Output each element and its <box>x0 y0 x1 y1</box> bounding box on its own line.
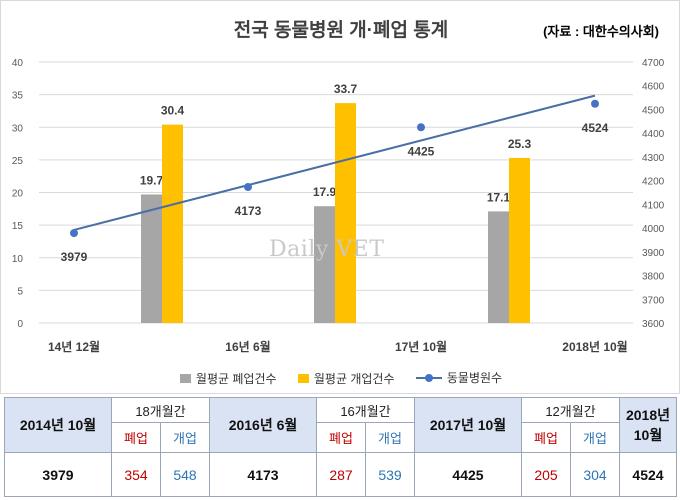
date-header-3: 2017년 10월 <box>414 397 522 453</box>
closed-count-3: 205 <box>521 452 571 497</box>
y-left-tick-label: 30 <box>12 123 24 134</box>
summary-table: 2014년 10월 18개월간 2016년 6월 16개월간 2017년 10월… <box>4 397 677 497</box>
chart-title: 전국 동물병원 개·폐업 통계 <box>233 20 449 41</box>
hospitals-point <box>244 183 252 192</box>
closures-data-label: 17.9 <box>313 185 337 199</box>
y-left-tick-label: 10 <box>12 254 24 265</box>
closed-label-1: 폐업 <box>111 422 161 453</box>
closed-label-2: 폐업 <box>316 422 366 453</box>
x-tick-label: 14년 12월 <box>48 339 100 354</box>
legend-item-closures: 월평균 폐업건수 <box>179 370 277 387</box>
y-left-tick-label: 0 <box>17 319 23 330</box>
y-right-tick-label: 3800 <box>642 272 665 283</box>
watermark: Daily VET <box>269 237 385 262</box>
y-right-tick-label: 4300 <box>642 153 665 164</box>
chart-plot: 0 5 10 15 20 25 30 35 40 3600 3700 3800 3900 4000 4100… <box>12 58 665 354</box>
hospitals-point <box>591 99 599 108</box>
closed-count-2: 287 <box>316 452 366 497</box>
closures-data-label: 17.1 <box>487 190 511 204</box>
hospital-count-4: 4524 <box>619 452 677 497</box>
hospitals-point <box>70 229 78 238</box>
y-left-tick-label: 20 <box>12 189 24 200</box>
openings-data-label: 30.4 <box>161 104 185 118</box>
closures-bar <box>488 211 509 323</box>
y-right-tick-label: 3600 <box>642 319 665 330</box>
period-label-3: 12개월간 <box>521 397 620 423</box>
legend-item-openings: 월평균 개업건수 <box>297 370 395 387</box>
y-right-tick-label: 4500 <box>642 105 665 116</box>
openings-bar <box>509 157 530 323</box>
hospital-count-2: 4173 <box>209 452 317 497</box>
opened-count-2: 539 <box>365 452 415 497</box>
y-left-tick-label: 5 <box>17 286 23 297</box>
y-left-tick-label: 25 <box>12 156 24 167</box>
hospital-count-1: 3979 <box>4 452 112 497</box>
y-right-tick-label: 4100 <box>642 200 665 211</box>
hospitals-data-label: 4173 <box>235 204 262 218</box>
legend-swatch-closures <box>179 373 191 383</box>
source-note: (자료 : 대한수의사회) <box>543 24 659 39</box>
y-right-tick-label: 4700 <box>642 58 665 69</box>
hospitals-data-label: 4425 <box>408 144 435 158</box>
x-tick-label: 2018년 10월 <box>562 339 627 354</box>
opened-label-1: 개업 <box>160 422 210 453</box>
legend-swatch-openings <box>297 373 309 383</box>
y-right-tick-label: 3700 <box>642 295 665 306</box>
openings-data-label: 25.3 <box>508 137 532 151</box>
opened-count-3: 304 <box>570 452 620 497</box>
chart-area: 전국 동물병원 개·폐업 통계 (자료 : 대한수의사회) 0 5 10 15 20 25… <box>0 0 680 394</box>
opened-label-3: 개업 <box>570 422 620 453</box>
openings-bar <box>162 124 183 323</box>
y-right-tick-label: 4600 <box>642 82 665 93</box>
closures-bar <box>314 206 335 323</box>
hospitals-trendline <box>73 94 596 231</box>
closures-data-label: 19.7 <box>140 173 164 187</box>
closed-count-1: 354 <box>111 452 161 497</box>
period-label-2: 16개월간 <box>316 397 415 423</box>
date-header-2: 2016년 6월 <box>209 397 317 453</box>
y-right-tick-label: 3900 <box>642 248 665 259</box>
y-left-tick-label: 40 <box>12 58 24 69</box>
date-header-1: 2014년 10월 <box>4 397 112 453</box>
period-label-1: 18개월간 <box>111 397 210 423</box>
hospitals-data-label: 4524 <box>582 121 609 135</box>
x-tick-label: 16년 6월 <box>225 339 270 354</box>
y-left-tick-label: 35 <box>12 91 24 102</box>
y-right-tick-label: 4400 <box>642 129 665 140</box>
closures-bar <box>141 194 162 323</box>
openings-bar <box>335 103 356 323</box>
hospitals-data-label: 3979 <box>61 250 88 264</box>
y-right-tick-label: 4200 <box>642 177 665 188</box>
legend-label-closures: 월평균 폐업건수 <box>195 371 277 386</box>
date-header-4: 2018년 10월 <box>619 397 677 453</box>
hospitals-point <box>417 123 425 132</box>
y-left-tick-label: 15 <box>12 221 24 232</box>
closed-label-3: 폐업 <box>521 422 571 453</box>
legend-label-openings: 월평균 개업건수 <box>313 371 395 386</box>
y-right-tick-label: 4000 <box>642 224 665 235</box>
hospital-count-3: 4425 <box>414 452 522 497</box>
legend-swatch-hospitals <box>415 373 442 383</box>
openings-data-label: 33.7 <box>334 82 358 96</box>
legend: 월평균 폐업건수 월평균 개업건수 동물병원수 <box>1 369 680 387</box>
opened-count-1: 548 <box>160 452 210 497</box>
opened-label-2: 개업 <box>365 422 415 453</box>
legend-label-hospitals: 동물병원수 <box>446 371 503 385</box>
x-tick-label: 17년 10월 <box>395 339 447 354</box>
legend-item-hospitals: 동물병원수 <box>415 369 503 386</box>
